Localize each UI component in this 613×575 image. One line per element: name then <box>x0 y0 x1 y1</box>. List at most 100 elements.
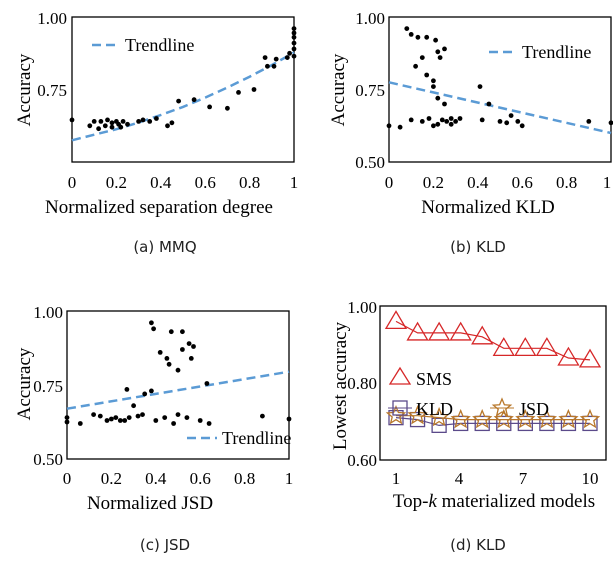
chart-d-xtick-3: 10 <box>582 469 599 488</box>
data-point <box>184 415 190 420</box>
data-point <box>397 124 403 130</box>
data-point <box>104 418 110 423</box>
kld-marker <box>388 409 404 426</box>
data-point <box>448 121 454 127</box>
data-point <box>171 421 177 426</box>
data-point <box>125 121 130 127</box>
sms-marker <box>384 310 408 330</box>
data-point <box>291 40 297 46</box>
chart-d-ylabel: Lowest accuracy <box>330 321 351 450</box>
data-point <box>477 84 483 89</box>
legend-kld-label: KLD <box>416 399 453 419</box>
data-point <box>287 50 292 56</box>
data-point <box>424 72 430 78</box>
kld-marker <box>582 415 598 432</box>
data-point <box>448 116 454 121</box>
chart-d-caption: (d) KLD <box>450 536 506 554</box>
chart-b-caption: (b) KLD <box>450 238 506 256</box>
kld-marker <box>453 415 469 432</box>
chart-d-ytick-2: 1.00 <box>347 298 377 317</box>
data-point <box>431 78 436 84</box>
data-point <box>191 344 196 349</box>
data-point <box>236 90 241 95</box>
data-point <box>519 123 525 129</box>
chart-d-ytick-1: 0.80 <box>347 374 377 393</box>
data-point <box>262 55 268 60</box>
chart-a-plot-frame <box>71 16 295 163</box>
data-point <box>113 415 119 420</box>
chart-c-ytick-1: 0.75 <box>33 377 63 396</box>
sms-marker <box>514 337 537 357</box>
data-point <box>437 55 443 60</box>
data-point <box>291 30 297 36</box>
jsd-marker <box>450 408 471 429</box>
data-point <box>508 113 514 118</box>
data-point <box>124 387 130 392</box>
chart-b-xtick-2: 0.4 <box>467 173 489 192</box>
data-point <box>435 121 441 127</box>
chart-b-xtick-0: 0 <box>385 173 394 192</box>
chart-b-xtick-3: 0.6 <box>512 173 533 192</box>
chart-c-xtick-3: 0.6 <box>190 469 211 488</box>
data-point <box>149 320 154 326</box>
sms-marker <box>471 325 494 345</box>
data-point <box>105 117 110 123</box>
series-line-sms <box>395 320 591 361</box>
data-point <box>608 120 613 126</box>
data-point <box>131 403 137 409</box>
data-point <box>291 53 297 59</box>
kld-marker <box>560 415 577 432</box>
data-point <box>64 415 70 420</box>
data-point <box>271 63 277 69</box>
kld-marker <box>496 415 512 432</box>
data-point <box>109 416 114 422</box>
data-point <box>69 117 75 123</box>
chart-c-xtick-1: 0.2 <box>101 469 122 488</box>
chart-c: Accuracy 0.50 0.75 1.00 0 0.2 0.4 0.6 0.… <box>14 303 293 554</box>
series-line-kld <box>395 417 590 427</box>
data-point <box>419 119 425 124</box>
chart-b-ytick-1: 0.75 <box>355 81 385 100</box>
chart-c-xtick-4: 0.8 <box>234 469 255 488</box>
data-point <box>433 37 438 43</box>
chart-a-ytick-0: 0.75 <box>37 81 67 100</box>
data-point <box>439 117 445 123</box>
data-point <box>204 381 210 386</box>
chart-a-legend-label: Trendline <box>125 35 194 55</box>
chart-b-ytick-0: 0.50 <box>355 153 385 172</box>
chart-d-ytick-0: 0.60 <box>347 451 377 470</box>
chart-c-plot-frame <box>66 310 290 460</box>
data-point <box>431 84 436 89</box>
data-point <box>91 119 97 124</box>
data-point <box>442 46 447 52</box>
data-point <box>126 415 132 420</box>
legend-sms-marker <box>388 366 412 385</box>
kld-marker <box>539 415 555 432</box>
data-point <box>165 123 170 129</box>
chart-a-xtick-3: 0.6 <box>195 173 216 192</box>
data-point <box>386 123 392 129</box>
chart-b-xlabel: Normalized KLD <box>421 197 554 218</box>
data-point <box>180 347 185 352</box>
data-point <box>404 26 410 31</box>
chart-c-ylabel: Accuracy <box>14 347 35 420</box>
data-point <box>120 119 126 124</box>
data-point <box>497 119 503 124</box>
data-point <box>197 418 203 423</box>
data-point <box>486 101 492 107</box>
data-point <box>175 412 181 417</box>
chart-c-caption: (c) JSD <box>140 536 190 554</box>
chart-b-xtick-4: 0.8 <box>556 173 577 192</box>
chart-d-xtick-1: 4 <box>455 469 464 488</box>
chart-a: Accuracy 0.75 1.00 0 0.2 0.4 0.6 0.8 1 N… <box>14 9 298 256</box>
data-point <box>64 419 70 425</box>
data-point <box>225 105 230 111</box>
data-point <box>77 421 83 426</box>
trendline <box>388 81 612 135</box>
jsd-marker <box>515 408 536 429</box>
data-point <box>408 32 414 37</box>
data-point <box>504 120 510 126</box>
data-point <box>162 415 168 420</box>
jsd-marker <box>579 408 601 429</box>
data-point <box>153 418 159 423</box>
